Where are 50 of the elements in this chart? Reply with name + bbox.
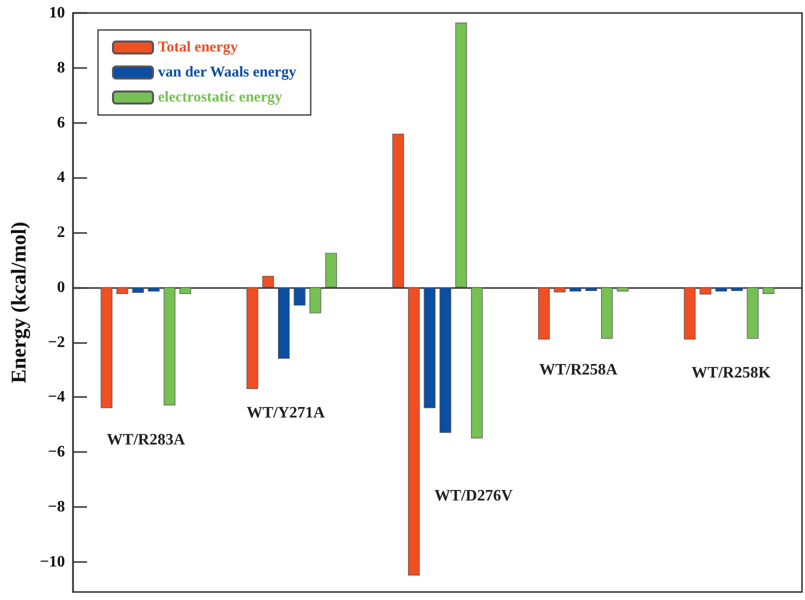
bar — [715, 287, 728, 292]
bar — [148, 287, 160, 292]
bar — [424, 287, 436, 408]
bar — [616, 287, 628, 292]
y-tick-label: −6 — [48, 444, 66, 461]
bar — [408, 287, 420, 576]
bar — [684, 287, 696, 340]
y-tick-label: −4 — [48, 388, 66, 406]
bar — [746, 287, 759, 339]
y-tick-label: 0 — [57, 278, 66, 296]
y-axis-title: Energy (kcal/mol) — [6, 222, 30, 384]
bar — [278, 287, 290, 359]
annotation: WT/R283A — [106, 432, 186, 448]
bar — [100, 287, 112, 408]
bar — [731, 287, 743, 291]
y-tick-label: −8 — [48, 498, 66, 516]
bar — [762, 287, 774, 294]
annotation: WT/R258A — [539, 362, 618, 378]
bar — [164, 287, 176, 406]
y-tick-label: −2 — [48, 334, 66, 351]
bar — [294, 287, 306, 306]
bar — [471, 287, 483, 438]
y-tick-label: 8 — [57, 59, 66, 76]
bar — [325, 252, 337, 288]
bar — [262, 276, 274, 288]
bar — [440, 287, 452, 433]
y-tick-label: 2 — [57, 224, 66, 242]
y-tick-label: 6 — [57, 114, 66, 132]
bar — [601, 287, 613, 339]
bar — [570, 287, 582, 292]
annotation: WT/D276V — [434, 488, 514, 504]
bar — [554, 287, 566, 292]
annotation: WT/Y271A — [246, 404, 326, 422]
bar — [455, 22, 467, 288]
bar — [116, 287, 128, 294]
legend-label: electrostatic energy — [158, 90, 283, 106]
bar — [392, 134, 404, 288]
y-tick-label: −10 — [40, 553, 66, 570]
y-tick-label: 10 — [49, 4, 66, 22]
bar — [132, 287, 144, 293]
bar — [585, 287, 598, 291]
bar — [310, 287, 322, 314]
bar — [538, 287, 550, 340]
bar — [700, 287, 712, 295]
annotation: WT/R258K — [692, 364, 772, 382]
bar — [246, 287, 258, 389]
legend-label: Total energy — [158, 40, 238, 56]
bar — [179, 287, 192, 294]
y-tick-label: 4 — [57, 169, 66, 186]
legend-label: van der Waals energy — [158, 64, 297, 80]
